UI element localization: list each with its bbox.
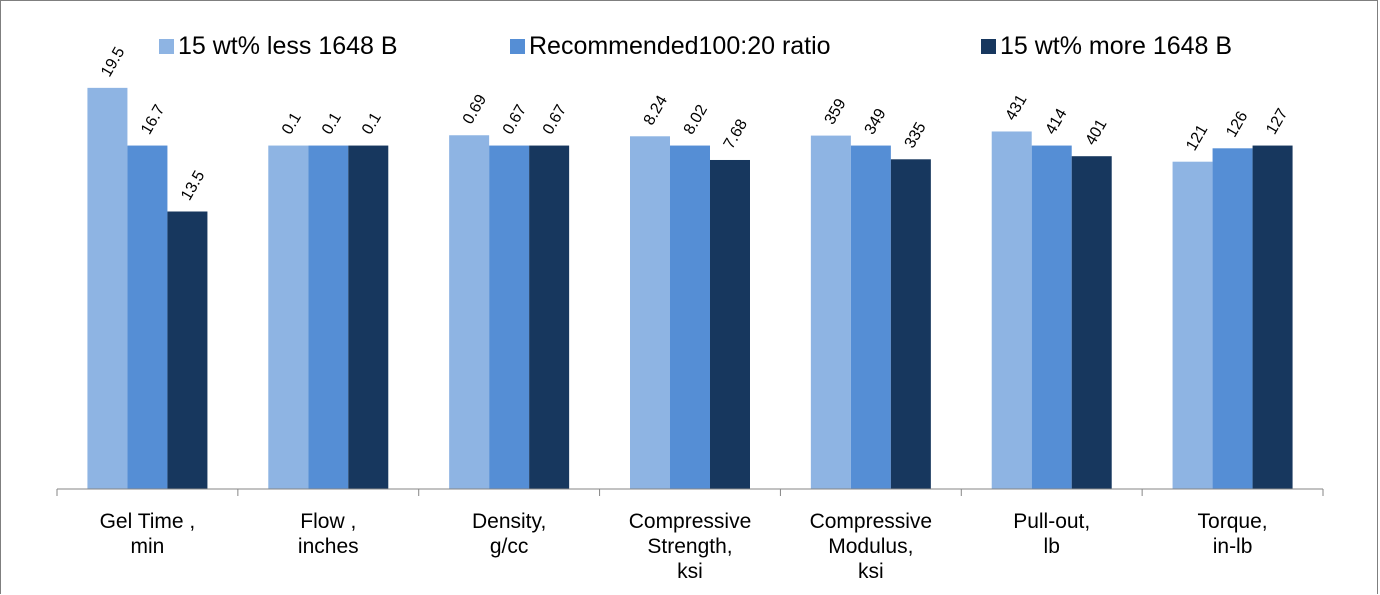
data-label-2-2: 0.67	[540, 102, 570, 138]
bar-4-2	[890, 159, 931, 489]
bar-4-1	[850, 145, 891, 489]
data-label-4-2: 335	[902, 120, 930, 152]
bar-5-0	[991, 131, 1032, 489]
x-tick-label-5-0: Pull-out,	[1013, 510, 1090, 533]
bar-3-2	[710, 159, 750, 489]
legend: 15 wt% less 1648 B Recommended100:20 rat…	[0, 28, 1380, 68]
bar-3-1	[670, 145, 710, 489]
data-label-6-1: 126	[1223, 109, 1251, 141]
data-label-4-0: 359	[822, 96, 850, 128]
x-tick-label-4-2: ksi	[858, 560, 884, 583]
bar-3-0	[630, 136, 670, 489]
bar-6-1	[1212, 148, 1253, 489]
data-label-3-0: 8.24	[641, 93, 671, 129]
data-label-1-2: 0.1	[359, 110, 385, 138]
data-label-3-2: 7.68	[721, 116, 751, 152]
bar-5-1	[1031, 145, 1072, 489]
x-tick-label-0-1: min	[131, 535, 165, 558]
data-label-5-1: 414	[1042, 106, 1070, 138]
bar-5-2	[1071, 156, 1112, 489]
x-tick-label-3-2: ksi	[677, 560, 703, 583]
x-tick-label-1-0: Flow ,	[300, 510, 356, 533]
x-tick-label-3-0: Compressive	[629, 510, 752, 533]
bar-1-2	[348, 145, 389, 489]
x-tick-label-2-1: g/cc	[490, 535, 529, 558]
legend-label-less: 15 wt% less 1648 B	[178, 31, 398, 60]
legend-item-more: 15 wt% more 1648 B	[981, 28, 1232, 64]
data-label-5-0: 431	[1002, 92, 1030, 124]
legend-swatch-more	[981, 38, 996, 54]
legend-label-more: 15 wt% more 1648 B	[1000, 31, 1233, 60]
data-label-1-0: 0.1	[279, 110, 305, 138]
data-label-0-0: 19.5	[98, 44, 128, 80]
bar-0-2	[167, 211, 208, 490]
data-label-2-1: 0.67	[500, 102, 530, 138]
x-tick-label-4-1: Modulus,	[828, 535, 913, 558]
bar-2-2	[529, 145, 570, 489]
bar-6-0	[1172, 161, 1213, 490]
legend-item-less: 15 wt% less 1648 B	[159, 28, 398, 64]
data-label-3-1: 8.02	[681, 102, 711, 138]
x-tick-label-3-1: Strength,	[647, 535, 732, 558]
data-label-4-1: 349	[862, 106, 890, 138]
data-label-0-1: 16.7	[138, 102, 168, 138]
bar-1-1	[308, 145, 349, 489]
data-label-2-0: 0.69	[460, 92, 490, 128]
x-tick-label-4-0: Compressive	[810, 510, 933, 533]
x-tick-label-5-1: lb	[1044, 535, 1060, 558]
bar-1-0	[268, 145, 309, 489]
legend-swatch-recommended	[510, 38, 525, 54]
x-tick-label-6-1: in-lb	[1213, 535, 1253, 558]
data-label-1-1: 0.1	[319, 110, 345, 138]
data-label-6-2: 127	[1263, 106, 1291, 138]
legend-item-recommended: Recommended100:20 ratio	[510, 28, 831, 64]
bar-0-0	[87, 87, 128, 490]
x-tick-label-1-1: inches	[298, 535, 359, 558]
bar-0-1	[127, 145, 168, 489]
x-tick-label-0-0: Gel Time ,	[100, 510, 196, 533]
bar-2-1	[489, 145, 530, 489]
data-label-0-2: 13.5	[178, 168, 208, 204]
bar-2-0	[449, 135, 490, 490]
legend-swatch-less	[159, 38, 174, 54]
bar-4-0	[810, 135, 851, 489]
bar-6-2	[1252, 145, 1293, 489]
x-tick-label-6-0: Torque,	[1198, 510, 1268, 533]
x-tick-label-2-0: Density,	[472, 510, 546, 533]
data-label-5-2: 401	[1082, 116, 1110, 148]
data-label-6-0: 121	[1183, 122, 1211, 154]
legend-label-recommended: Recommended100:20 ratio	[529, 31, 831, 60]
